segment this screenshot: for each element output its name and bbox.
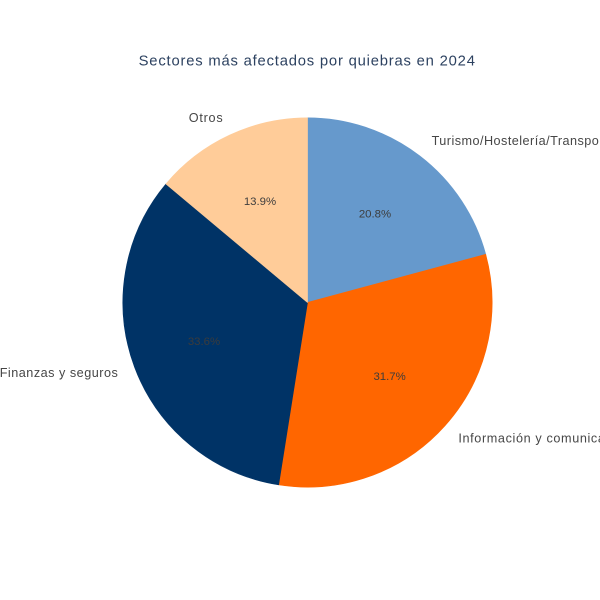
svg-text:Sectores más afectados por qui: Sectores más afectados por quiebras en 2… [139, 54, 476, 70]
svg-text:33.6%: 33.6% [188, 336, 220, 348]
svg-text:13.9%: 13.9% [244, 196, 276, 208]
svg-text:Finanzas y seguros: Finanzas y seguros [0, 366, 118, 380]
svg-text:Información y comunicación: Información y comunicación [458, 432, 600, 446]
svg-text:20.8%: 20.8% [359, 209, 391, 221]
svg-text:Turismo/Hostelería/Transporte: Turismo/Hostelería/Transporte [432, 134, 600, 148]
svg-text:Otros: Otros [189, 111, 224, 125]
svg-text:31.7%: 31.7% [373, 371, 405, 383]
